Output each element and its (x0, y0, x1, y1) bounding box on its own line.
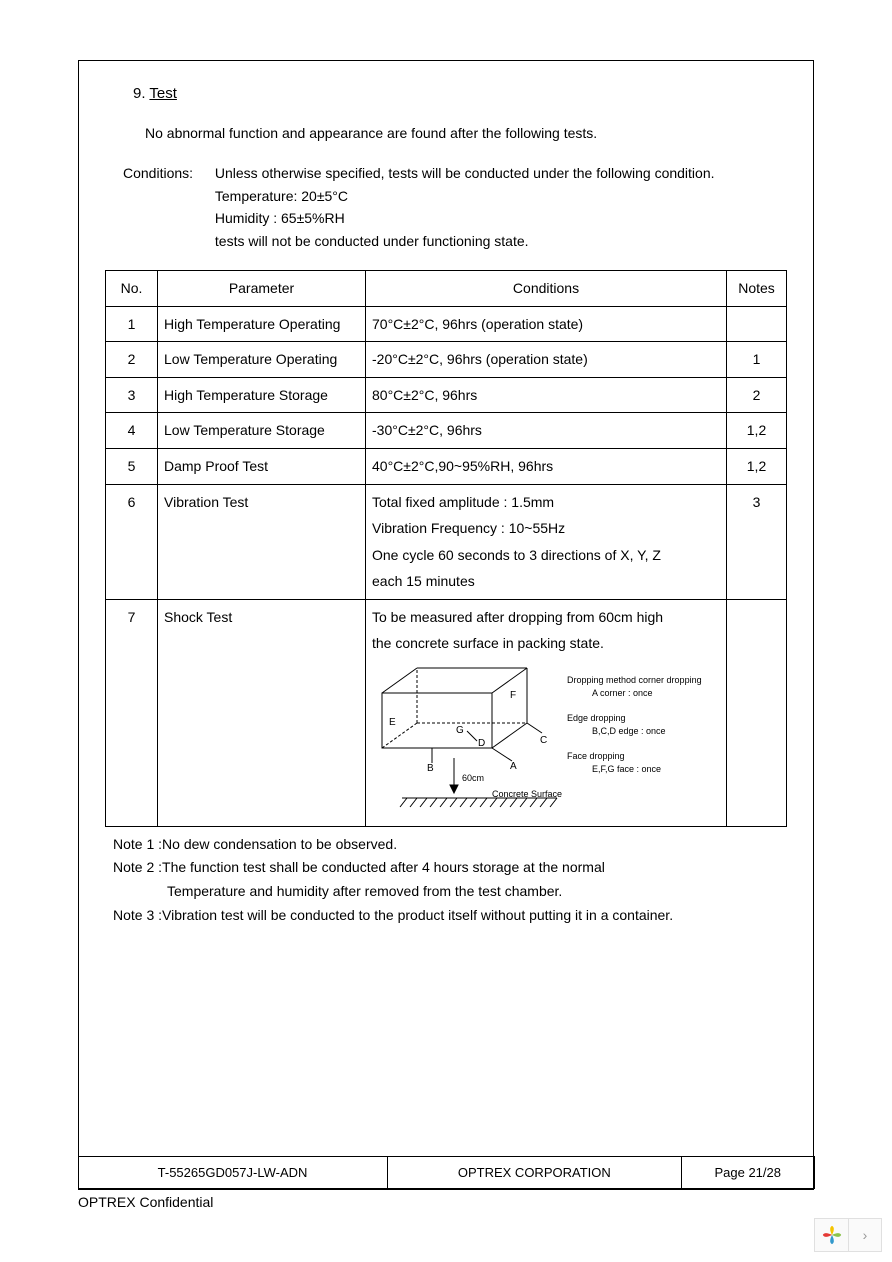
legend-line: A corner : once (592, 688, 653, 698)
conditions-label: Conditions: (123, 162, 211, 184)
footer-table: T-55265GD057J-LW-ADN OPTREX CORPORATION … (78, 1156, 815, 1189)
footer-center: OPTREX CORPORATION (387, 1157, 681, 1189)
box-label-g: G (456, 725, 464, 736)
note-3: Note 3 :Vibration test will be conducted… (113, 904, 787, 928)
cell-cond: -20°C±2°C, 96hrs (operation state) (366, 342, 727, 378)
box-label-d: D (478, 738, 485, 749)
cond-line: One cycle 60 seconds to 3 directions of … (372, 547, 661, 563)
legend-line: Edge dropping (567, 713, 626, 723)
conditions-block: Conditions: Unless otherwise specified, … (123, 162, 787, 252)
cell-no: 1 (106, 306, 158, 342)
cell-no: 2 (106, 342, 158, 378)
cell-no: 4 (106, 413, 158, 449)
cell-notes: 1,2 (727, 413, 787, 449)
legend-line: E,F,G face : once (592, 764, 661, 774)
cell-param: Vibration Test (158, 484, 366, 599)
table-row: 6 Vibration Test Total fixed amplitude :… (106, 484, 787, 599)
logo-tile[interactable] (814, 1218, 848, 1252)
table-row: 5 Damp Proof Test 40°C±2°C,90~95%RH, 96h… (106, 448, 787, 484)
box-label-b: B (427, 763, 434, 774)
table-row: 4 Low Temperature Storage -30°C±2°C, 96h… (106, 413, 787, 449)
intro-text: No abnormal function and appearance are … (145, 122, 787, 144)
conditions-body: Unless otherwise specified, tests will b… (215, 162, 775, 252)
flower-logo-icon (821, 1224, 843, 1246)
box-label-a: A (510, 761, 517, 772)
cell-param: High Temperature Operating (158, 306, 366, 342)
note-text: Vibration test will be conducted to the … (162, 907, 673, 923)
th-notes: Notes (727, 270, 787, 306)
cell-param: Low Temperature Storage (158, 413, 366, 449)
shock-diagram: E F G D C B A 60 (372, 663, 720, 822)
section-heading: 9. Test (133, 85, 787, 102)
table-header-row: No. Parameter Conditions Notes (106, 270, 787, 306)
cell-notes: 3 (727, 484, 787, 599)
cell-param: Shock Test (158, 599, 366, 826)
note-text: No dew condensation to be observed. (162, 836, 397, 852)
cond-line-2: Temperature: 20±5°C (215, 188, 348, 204)
cond-line-4: tests will not be conducted under functi… (215, 233, 529, 249)
footer-left: T-55265GD057J-LW-ADN (78, 1157, 387, 1189)
box-label-c: C (540, 735, 547, 746)
th-no: No. (106, 270, 158, 306)
cell-param: High Temperature Storage (158, 377, 366, 413)
cond-line-1: Unless otherwise specified, tests will b… (215, 165, 715, 181)
legend-line: Face dropping (567, 751, 625, 761)
cell-param: Damp Proof Test (158, 448, 366, 484)
arrow-label: 60cm (462, 773, 484, 783)
section-number: 9. (133, 85, 146, 102)
cond-line: the concrete surface in packing state. (372, 635, 604, 651)
th-param: Parameter (158, 270, 366, 306)
cell-cond: 70°C±2°C, 96hrs (operation state) (366, 306, 727, 342)
table-row: 3 High Temperature Storage 80°C±2°C, 96h… (106, 377, 787, 413)
legend-line: B,C,D edge : once (592, 726, 666, 736)
cell-no: 7 (106, 599, 158, 826)
note-label: Note 1 : (113, 836, 162, 852)
next-tile[interactable]: › (848, 1218, 882, 1252)
note-label: Note 3 : (113, 907, 162, 923)
chevron-right-icon: › (863, 1227, 868, 1243)
cond-line: To be measured after dropping from 60cm … (372, 609, 663, 625)
cell-no: 3 (106, 377, 158, 413)
note-label: Note 2 : (113, 859, 162, 875)
cell-no: 6 (106, 484, 158, 599)
section-title-text: Test (149, 85, 177, 102)
cell-notes: 2 (727, 377, 787, 413)
cell-cond: 80°C±2°C, 96hrs (366, 377, 727, 413)
cond-line: Total fixed amplitude : 1.5mm (372, 494, 554, 510)
note-text: The function test shall be conducted aft… (162, 859, 605, 875)
cell-cond: Total fixed amplitude : 1.5mm Vibration … (366, 484, 727, 599)
table-row: 1 High Temperature Operating 70°C±2°C, 9… (106, 306, 787, 342)
confidential-label: OPTREX Confidential (78, 1194, 814, 1210)
cell-cond: To be measured after dropping from 60cm … (366, 599, 727, 826)
box-label-e: E (389, 717, 396, 728)
shock-diagram-svg: E F G D C B A 60 (372, 663, 712, 813)
table-row: 2 Low Temperature Operating -20°C±2°C, 9… (106, 342, 787, 378)
table-row: 7 Shock Test To be measured after droppi… (106, 599, 787, 826)
cell-no: 5 (106, 448, 158, 484)
th-cond: Conditions (366, 270, 727, 306)
cond-line: Vibration Frequency : 10~55Hz (372, 520, 565, 536)
footer-right: Page 21/28 (682, 1157, 815, 1189)
cell-notes: 1,2 (727, 448, 787, 484)
cell-cond: -30°C±2°C, 96hrs (366, 413, 727, 449)
legend-line: Dropping method corner dropping (567, 675, 702, 685)
box-label-f: F (510, 690, 516, 701)
cell-cond: 40°C±2°C,90~95%RH, 96hrs (366, 448, 727, 484)
cell-notes (727, 306, 787, 342)
corner-widget: › (814, 1218, 882, 1252)
cond-line: each 15 minutes (372, 573, 475, 589)
content-frame: 9. Test No abnormal function and appeara… (78, 60, 814, 1190)
cell-notes: 1 (727, 342, 787, 378)
cell-notes (727, 599, 787, 826)
page: 9. Test No abnormal function and appeara… (0, 0, 892, 1262)
notes-block: Note 1 :No dew condensation to be observ… (113, 833, 787, 928)
note-1: Note 1 :No dew condensation to be observ… (113, 833, 787, 857)
note-2: Note 2 :The function test shall be condu… (113, 856, 787, 904)
test-table: No. Parameter Conditions Notes 1 High Te… (105, 270, 787, 827)
cond-line-3: Humidity : 65±5%RH (215, 210, 345, 226)
note-text: Temperature and humidity after removed f… (167, 883, 562, 899)
cell-param: Low Temperature Operating (158, 342, 366, 378)
